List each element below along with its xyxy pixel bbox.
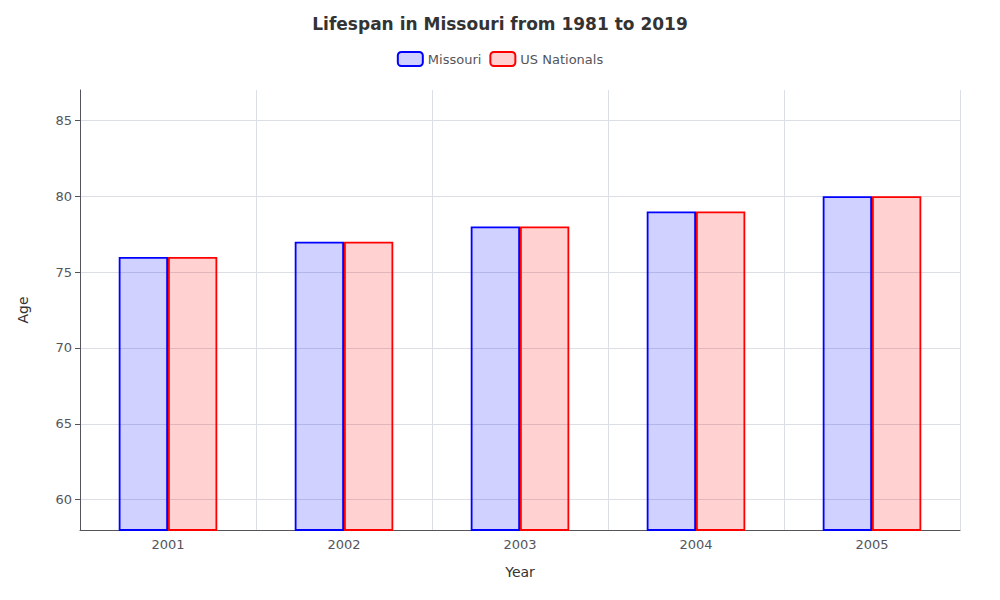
svg-text:US Nationals: US Nationals [520, 52, 603, 67]
svg-text:Missouri: Missouri [428, 52, 482, 67]
svg-text:70: 70 [55, 340, 72, 355]
svg-text:85: 85 [55, 113, 72, 128]
svg-text:80: 80 [55, 189, 72, 204]
svg-text:Age: Age [15, 296, 31, 323]
svg-text:2004: 2004 [679, 537, 712, 552]
svg-text:2003: 2003 [503, 537, 536, 552]
svg-text:2002: 2002 [327, 537, 360, 552]
svg-text:2001: 2001 [151, 537, 184, 552]
svg-text:75: 75 [55, 265, 72, 280]
svg-text:2005: 2005 [855, 537, 888, 552]
svg-text:Year: Year [504, 564, 535, 580]
svg-text:Lifespan in Missouri from 1981: Lifespan in Missouri from 1981 to 2019 [312, 14, 687, 34]
svg-text:60: 60 [55, 492, 72, 507]
svg-text:65: 65 [55, 416, 72, 431]
